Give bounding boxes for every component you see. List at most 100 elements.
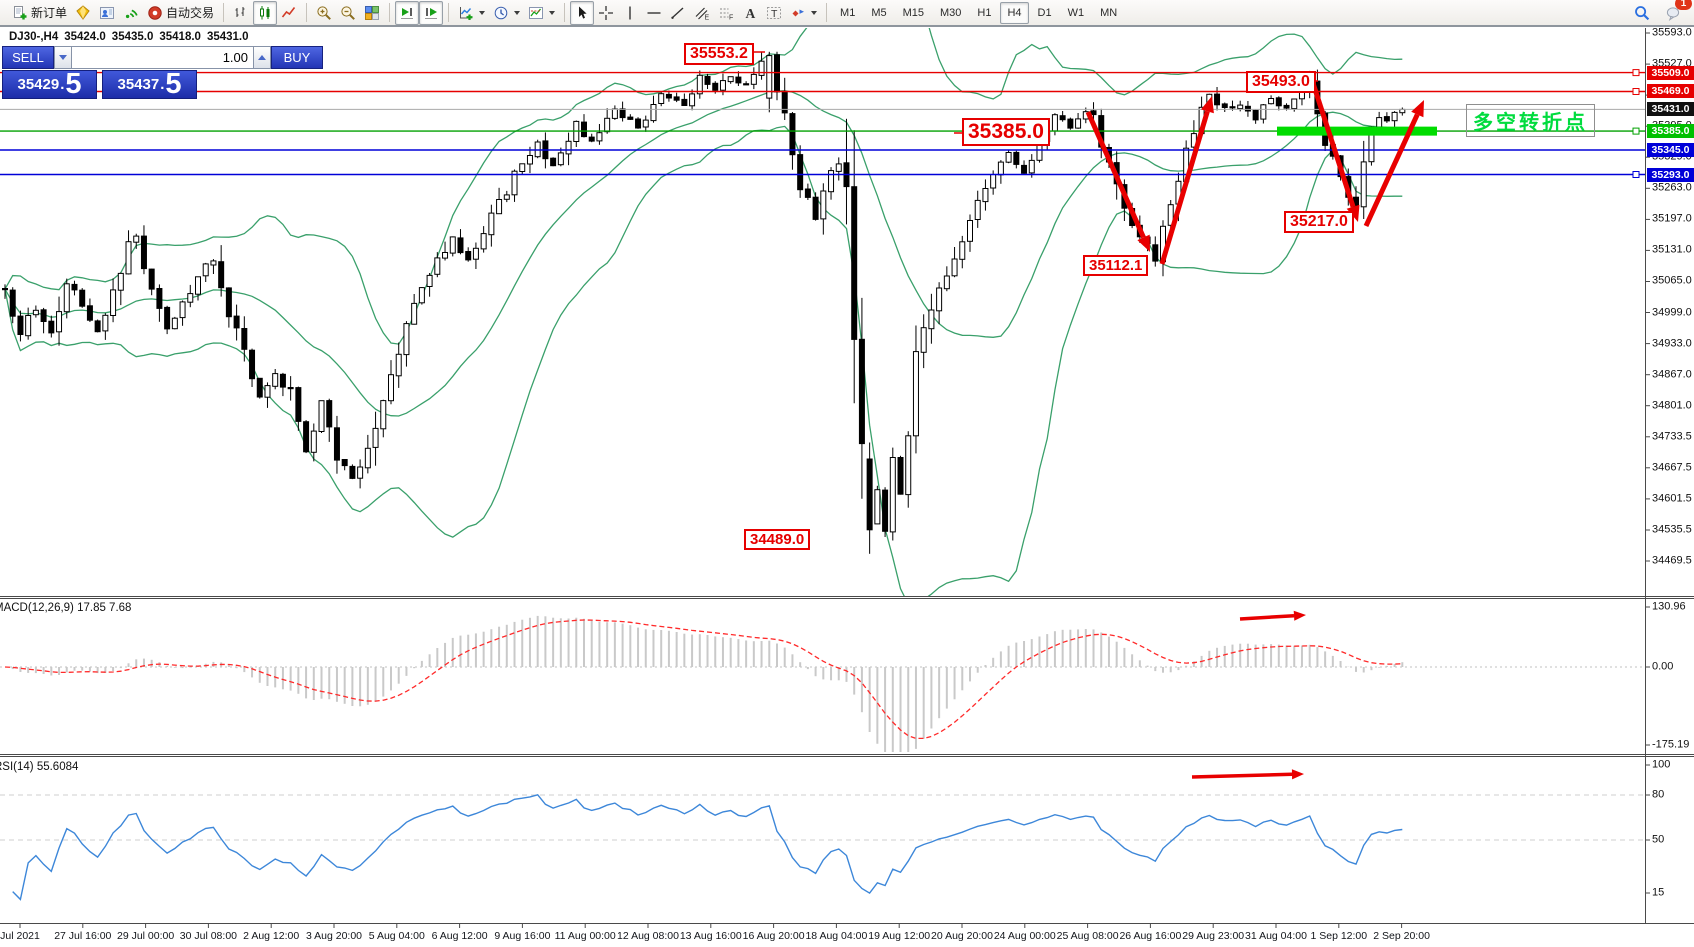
notifications-button[interactable]: 1: [1662, 0, 1692, 25]
price-tag[interactable]: 35112.1: [1083, 255, 1149, 277]
timeframe-m15[interactable]: M15: [902, 6, 924, 19]
timeframe-d1[interactable]: D1: [1037, 6, 1052, 19]
timeframe-mn[interactable]: MN: [1100, 6, 1118, 19]
add-indicator-icon: [458, 5, 474, 21]
crystal-icon: [75, 4, 91, 21]
templates-button[interactable]: [524, 1, 559, 25]
candlestick-icon: [257, 5, 273, 21]
cursor-button[interactable]: [570, 0, 595, 25]
bollinger-bands: [4, 28, 1403, 596]
timeframe-m5[interactable]: M5: [871, 6, 887, 19]
autotrading-button[interactable]: 自动交易: [143, 1, 218, 25]
one-click-trading-panel: SELL BUY 35429.5 35437.5: [2, 46, 323, 99]
candles: [2, 51, 1406, 554]
price-tag[interactable]: 35493.0: [1246, 71, 1316, 94]
chart-crystal-button[interactable]: [71, 1, 95, 25]
arrows-button[interactable]: [786, 1, 821, 25]
indicators-button[interactable]: [454, 1, 489, 25]
toolbar-separator: [826, 3, 828, 22]
new-order-button[interactable]: 新订单: [8, 1, 71, 25]
timeframe-w1[interactable]: W1: [1067, 6, 1085, 19]
volume-input[interactable]: [72, 46, 253, 69]
price-tag[interactable]: 35385.0: [962, 118, 1050, 147]
candlestick-chart-button[interactable]: [253, 0, 278, 25]
chart-shift-button[interactable]: [419, 0, 444, 25]
horizontal-line-button[interactable]: [642, 1, 666, 25]
fibonacci-button[interactable]: F: [714, 1, 738, 25]
chat-icon: [1666, 5, 1682, 21]
sell-price-dot: .: [60, 76, 65, 93]
periods-button[interactable]: [489, 1, 524, 25]
price-tag[interactable]: 35553.2: [684, 43, 754, 66]
sell-price-big-digit: 5: [65, 68, 82, 100]
equidistant-channel-button[interactable]: E: [690, 1, 714, 25]
label-icon: T: [766, 5, 782, 21]
timeframe-h1[interactable]: H1: [977, 6, 992, 19]
auto-scroll-button[interactable]: [395, 0, 420, 25]
buy-price-int: 35437: [117, 76, 160, 93]
zoom-in-icon: [316, 5, 332, 21]
zoom-in-button[interactable]: [312, 1, 336, 25]
price-tag[interactable]: 34489.0: [744, 529, 811, 551]
buy-price-dot: .: [160, 76, 165, 93]
svg-text:F: F: [729, 14, 733, 21]
text-icon: A: [742, 5, 758, 21]
timeframe-h4[interactable]: H4: [1000, 1, 1029, 24]
vertical-line-button[interactable]: [618, 1, 642, 25]
chevron-down-icon: [514, 10, 521, 15]
svg-text:E: E: [705, 14, 710, 21]
svg-text:A: A: [746, 6, 756, 21]
text-button[interactable]: A: [738, 1, 762, 25]
zoom-out-icon: [340, 5, 356, 21]
timeframe-m1[interactable]: M1: [840, 6, 856, 19]
toolbar-right: 1: [1630, 0, 1692, 25]
volume-decrease-button[interactable]: [54, 46, 72, 69]
buy-button[interactable]: BUY: [271, 46, 323, 69]
volume-increase-button[interactable]: [253, 46, 271, 69]
new-order-icon: [12, 5, 28, 21]
cursor-icon: [574, 5, 590, 21]
clock-icon: [493, 5, 509, 21]
sell-button[interactable]: SELL: [2, 46, 54, 69]
search-button[interactable]: [1630, 1, 1654, 25]
toolbar-button-label: 新订单: [31, 6, 68, 20]
timeframe-m30[interactable]: M30: [940, 6, 962, 19]
line-chart-button[interactable]: [277, 1, 301, 25]
sell-price-int: 35429: [17, 76, 60, 93]
toolbar-separator: [223, 3, 225, 22]
tile-windows-button[interactable]: [360, 1, 384, 25]
buy-price-big-digit: 5: [165, 68, 182, 100]
search-icon: [1634, 5, 1650, 21]
vline-icon: [622, 5, 638, 21]
buy-price-display[interactable]: 35437. 5: [102, 70, 197, 99]
chart-shift-icon: [423, 5, 439, 21]
macd-panel: [0, 615, 1645, 752]
chevron-down-icon: [549, 10, 556, 15]
zoom-out-button[interactable]: [336, 1, 360, 25]
trendline-button[interactable]: [666, 1, 690, 25]
channel-icon: E: [694, 5, 710, 21]
signals-button[interactable]: [119, 1, 143, 25]
profile-icon: [99, 5, 115, 21]
toolbar-groups: 新订单 自动交易 E F A T: [8, 0, 821, 25]
triangle-down-icon: [59, 55, 67, 60]
price-tag[interactable]: 35217.0: [1284, 211, 1354, 234]
timeframes-toolbar: M1 M5 M15 M30 H1 H4 D1 W1 MN: [832, 0, 1125, 25]
triangle-up-icon: [258, 55, 266, 60]
sell-price-display[interactable]: 35429. 5: [2, 70, 97, 99]
signal-icon: [123, 5, 139, 21]
tile-windows-icon: [364, 5, 380, 21]
toolbar-separator: [306, 3, 308, 22]
bar-chart-icon: [233, 5, 249, 21]
data-window-button[interactable]: [95, 1, 119, 25]
crosshair-button[interactable]: [594, 1, 618, 25]
chevron-down-icon: [479, 10, 486, 15]
hline-icon: [646, 5, 662, 21]
text-label-button[interactable]: T: [762, 1, 786, 25]
bar-chart-button[interactable]: [229, 1, 253, 25]
toolbar-separator: [389, 3, 391, 22]
fibo-icon: F: [718, 5, 734, 21]
toolbar-separator: [448, 3, 450, 22]
